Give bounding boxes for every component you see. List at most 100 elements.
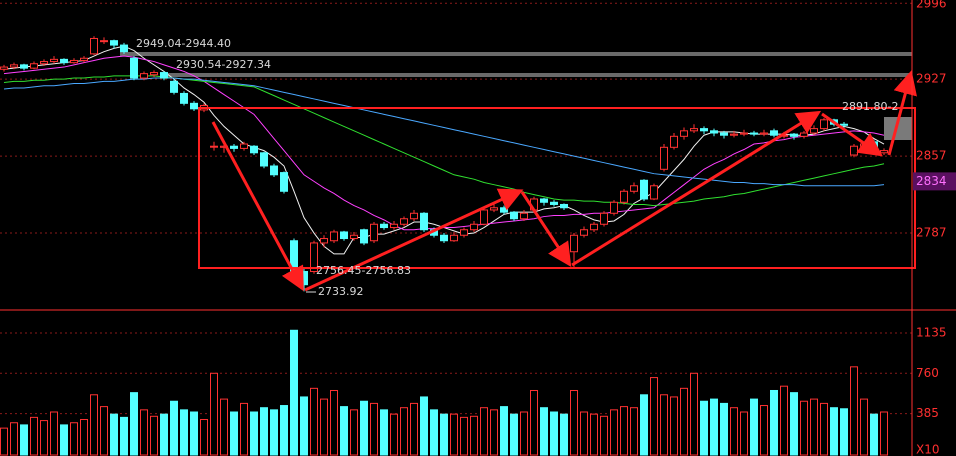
y-tick-label: 2927 [916,72,947,86]
candle-body [560,203,568,209]
volume-bar [380,409,388,456]
candle-body [490,207,498,211]
candle-body [680,130,688,137]
candle-body [100,40,108,43]
level-bands [120,52,912,140]
volume-bar [390,413,398,456]
volume-bar [730,407,738,456]
volume-bar [750,398,758,456]
volume-bar [580,411,588,456]
volume-bar [130,392,138,456]
volume-bar [100,406,108,456]
volume-bar [140,409,148,456]
candle-body [120,44,128,53]
arrow [211,121,304,292]
candle-body [170,80,178,93]
candle-body [150,72,158,76]
volume-bar [350,409,358,456]
volume-bar [650,377,658,456]
candle-body [40,61,48,65]
volume-bar [610,409,618,456]
volume-bar [190,411,198,456]
level-band [120,52,912,56]
volume-bar [630,407,638,456]
volume-bar [850,366,858,456]
volume-bar [300,396,308,456]
volume-bar [230,411,238,456]
volume-bar [170,400,178,456]
volume-bar [50,411,58,456]
volume-bar [280,405,288,456]
volume-bar [320,398,328,456]
candle-body [60,58,68,64]
volume-bar [290,329,298,456]
candle-body [380,223,388,229]
volume-bar [420,396,428,456]
candle-body [620,190,628,203]
candle-body [140,73,148,79]
candle-body [840,123,848,126]
volume-bar [690,372,698,456]
arrow [520,191,572,268]
volume-bar [160,413,168,456]
volume-bar [310,387,318,456]
candle-body [730,133,738,136]
volume-bar [150,415,158,456]
candle-body [850,145,858,156]
level-band [165,73,912,77]
annotation: 2949.04-2944.40 [136,37,231,50]
annotation: 2930.54-2927.34 [176,58,271,71]
candle-body [230,145,238,149]
volume-bar [770,389,778,456]
candle-body [190,102,198,110]
candle-body [810,128,818,134]
candle-body [480,209,488,225]
candle-body [310,242,318,273]
candle-body [720,132,728,136]
candle-body [420,212,428,231]
candle-body [820,119,828,130]
volume-bar [820,402,828,456]
volume-bar [810,398,818,456]
y-tick-label: 1135 [916,325,947,339]
candle-body [740,132,748,135]
candle-body [580,229,588,236]
candle-body [640,179,648,200]
volume-bar [250,411,258,456]
candle-body [300,271,308,286]
volume-bar [790,392,798,456]
candle-body [130,57,138,79]
candle-body [450,234,458,242]
volume-bar [570,389,578,456]
volume-bar [400,407,408,456]
volume-bar [110,413,118,456]
volume-bar [430,409,438,456]
candle-body [10,64,18,68]
volume-bar [840,408,848,456]
candle-body [470,223,478,231]
volume-bar [20,424,28,456]
volume-bar [330,389,338,456]
volume-bar [740,411,748,456]
candle-body [500,207,508,213]
annotation: 2733.92 [318,285,364,298]
candle-body [110,40,118,46]
candle-body [400,218,408,225]
candle-body [540,198,548,203]
volume-bar [10,422,18,456]
candle-body [80,57,88,61]
volume-bar [470,415,478,456]
volume-bar [710,398,718,456]
volume-bar [340,406,348,456]
volume-bar [70,422,78,456]
candle-body [460,229,468,236]
unit-label: X10 [916,443,940,456]
volume-bar [620,406,628,456]
volume-bar [460,416,468,456]
candle-body [210,145,218,148]
volume-bar [40,420,48,456]
volume-bar [210,372,218,456]
y-tick-label: 2787 [916,226,947,240]
candle-body [70,59,78,64]
